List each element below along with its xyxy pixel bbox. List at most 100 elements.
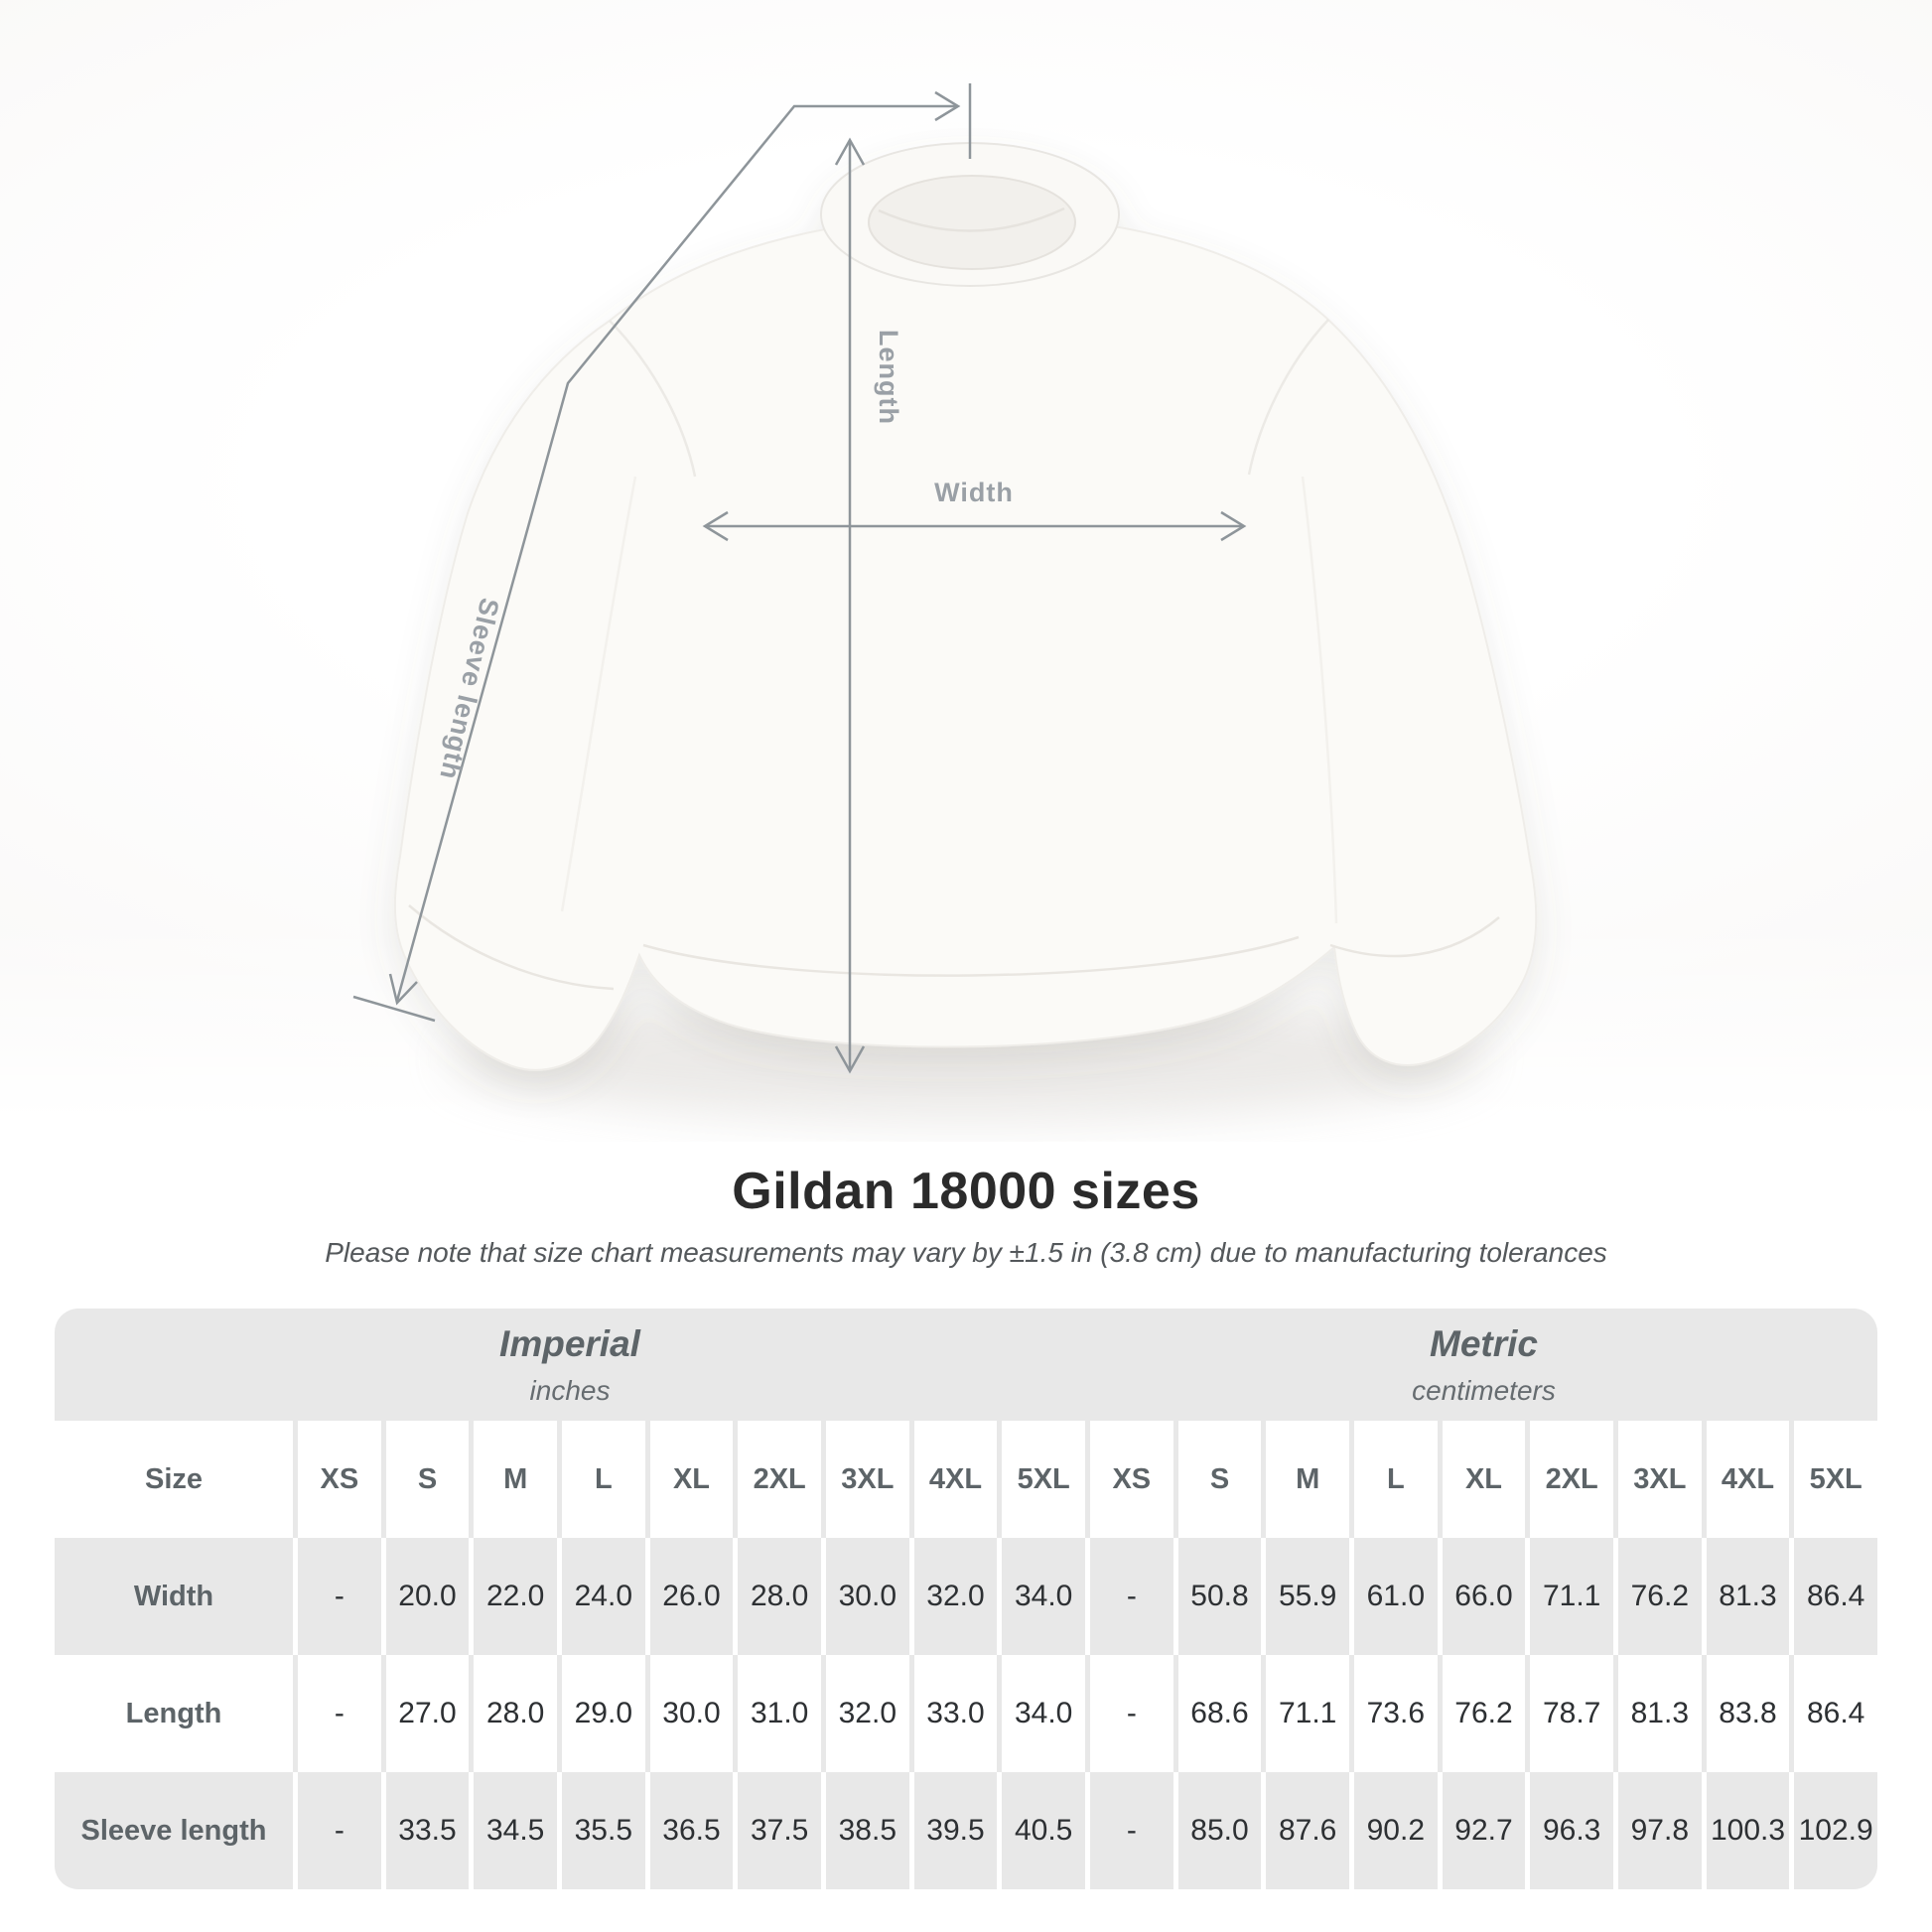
value-cell-metric: 92.7 [1442, 1772, 1526, 1889]
value-cell-imperial: 30.0 [825, 1538, 909, 1655]
size-header-row: Size XS S M L XL 2XL 3XL 4XL 5XL XS S M L XL 2XL 3XL 4XL 5… [55, 1421, 1877, 1538]
value-cell-imperial: 29.0 [561, 1655, 645, 1772]
value-cell-imperial: 28.0 [474, 1655, 557, 1772]
size-column-header: Size [55, 1421, 293, 1538]
length-measure-line [834, 137, 866, 1074]
value-cell-metric: 76.2 [1442, 1655, 1526, 1772]
value-cell-imperial: 33.5 [385, 1772, 470, 1889]
value-cell-metric: 66.0 [1442, 1538, 1526, 1655]
value-cell-metric: 86.4 [1794, 1655, 1877, 1772]
row-label: Width [55, 1538, 293, 1655]
value-cell-metric: 81.3 [1706, 1538, 1790, 1655]
value-cell-metric: 83.8 [1706, 1655, 1790, 1772]
value-cell-metric: 100.3 [1706, 1772, 1790, 1889]
garment-seams [408, 319, 1500, 991]
width-label: Width [934, 478, 1014, 507]
size-header-metric: XL [1442, 1421, 1526, 1538]
imperial-header-group: Imperial inches [55, 1309, 1085, 1421]
size-header-imperial: XL [649, 1421, 734, 1538]
imperial-title: Imperial [499, 1322, 640, 1364]
tolerance-note: Please note that size chart measurements… [325, 1237, 1607, 1268]
value-cell-imperial: 31.0 [738, 1655, 821, 1772]
value-cell-metric: 81.3 [1617, 1655, 1702, 1772]
value-cell-metric: 55.9 [1266, 1538, 1349, 1655]
size-header-imperial: 2XL [738, 1421, 821, 1538]
value-cell-imperial: 40.5 [1002, 1772, 1085, 1889]
measurement-lines [352, 83, 1247, 1074]
metric-title: Metric [1430, 1322, 1538, 1364]
value-cell-imperial: 30.0 [649, 1655, 734, 1772]
value-cell-imperial: 20.0 [385, 1538, 470, 1655]
size-table: Imperial inches Metric centimeters Size X… [55, 1309, 1877, 1889]
value-cell-metric: 90.2 [1353, 1772, 1438, 1889]
garment-shadow [450, 995, 1482, 1122]
size-header-metric: L [1353, 1421, 1438, 1538]
value-cell-metric: - [1089, 1538, 1173, 1655]
value-cell-imperial: 34.5 [474, 1772, 557, 1889]
value-cell-imperial: 33.0 [913, 1655, 998, 1772]
value-cell-metric: 50.8 [1177, 1538, 1262, 1655]
value-cell-imperial: 39.5 [913, 1772, 998, 1889]
value-cell-imperial: 22.0 [474, 1538, 557, 1655]
value-cell-metric: 96.3 [1530, 1772, 1613, 1889]
size-header-imperial: 4XL [913, 1421, 998, 1538]
value-cell-imperial: 34.0 [1002, 1655, 1085, 1772]
value-cell-metric: 87.6 [1266, 1772, 1349, 1889]
size-header-metric: 3XL [1617, 1421, 1702, 1538]
value-cell-metric: - [1089, 1655, 1173, 1772]
value-cell-imperial: 32.0 [913, 1538, 998, 1655]
width-measure-line [702, 510, 1247, 542]
metric-subtitle: centimeters [1412, 1374, 1556, 1406]
value-cell-imperial: 24.0 [561, 1538, 645, 1655]
collar [820, 142, 1120, 287]
product-photo-area: Length Width Sleeve length [0, 0, 1932, 1142]
caption-block: Gildan 18000 sizes Please note that size… [0, 1144, 1932, 1269]
value-cell-metric: 61.0 [1353, 1538, 1438, 1655]
size-header-metric: 2XL [1530, 1421, 1613, 1538]
size-header-metric: 5XL [1794, 1421, 1877, 1538]
value-cell-imperial: 34.0 [1002, 1538, 1085, 1655]
sweatshirt-image [393, 142, 1538, 1071]
length-label: Length [874, 330, 903, 425]
row-label: Sleeve length [55, 1772, 293, 1889]
size-header-imperial: L [561, 1421, 645, 1538]
value-cell-metric: 102.9 [1794, 1772, 1877, 1889]
sleeve-measure-line [352, 83, 972, 1023]
value-cell-metric: - [1089, 1772, 1173, 1889]
value-cell-metric: 68.6 [1177, 1655, 1262, 1772]
row-label: Length [55, 1655, 293, 1772]
table-row-length: Length -27.0 28.0 29.0 30.0 31.0 32.0 33.0 34.0-… [55, 1655, 1877, 1772]
value-cell-metric: 71.1 [1266, 1655, 1349, 1772]
value-cell-metric: 85.0 [1177, 1772, 1262, 1889]
value-cell-metric: 78.7 [1530, 1655, 1613, 1772]
value-cell-imperial: - [298, 1538, 381, 1655]
value-cell-imperial: - [298, 1655, 381, 1772]
sweatshirt-measurement-diagram: Length Width Sleeve length [352, 83, 1538, 1122]
value-cell-imperial: 36.5 [649, 1772, 734, 1889]
page-title: Gildan 18000 sizes [732, 1163, 1200, 1220]
size-header-metric: 4XL [1706, 1421, 1790, 1538]
value-cell-metric: 86.4 [1794, 1538, 1877, 1655]
metric-header-group: Metric centimeters [1090, 1309, 1877, 1421]
table-row-width: Width -20.0 22.0 24.0 26.0 28.0 30.0 32.0 34.0-5… [55, 1538, 1877, 1655]
value-cell-imperial: 37.5 [738, 1772, 821, 1889]
value-cell-imperial: 26.0 [649, 1538, 734, 1655]
size-header-imperial: XS [298, 1421, 381, 1538]
value-cell-imperial: 28.0 [738, 1538, 821, 1655]
table-rows: Width -20.0 22.0 24.0 26.0 28.0 30.0 32.0 34.0-5… [55, 1538, 1877, 1889]
value-cell-imperial: 32.0 [825, 1655, 909, 1772]
size-header-imperial: M [474, 1421, 557, 1538]
value-cell-metric: 76.2 [1617, 1538, 1702, 1655]
value-cell-metric: 71.1 [1530, 1538, 1613, 1655]
value-cell-metric: 97.8 [1617, 1772, 1702, 1889]
table-header-band: Imperial inches Metric centimeters [55, 1309, 1877, 1421]
value-cell-imperial: 35.5 [561, 1772, 645, 1889]
size-header-metric: S [1177, 1421, 1262, 1538]
size-header-imperial: 3XL [825, 1421, 909, 1538]
table-row-sleeve-length: Sleeve length -33.5 34.5 35.5 36.5 37.5 38.5 39… [55, 1772, 1877, 1889]
size-header-imperial: 5XL [1002, 1421, 1085, 1538]
value-cell-imperial: - [298, 1772, 381, 1889]
value-cell-imperial: 38.5 [825, 1772, 909, 1889]
value-cell-metric: 73.6 [1353, 1655, 1438, 1772]
